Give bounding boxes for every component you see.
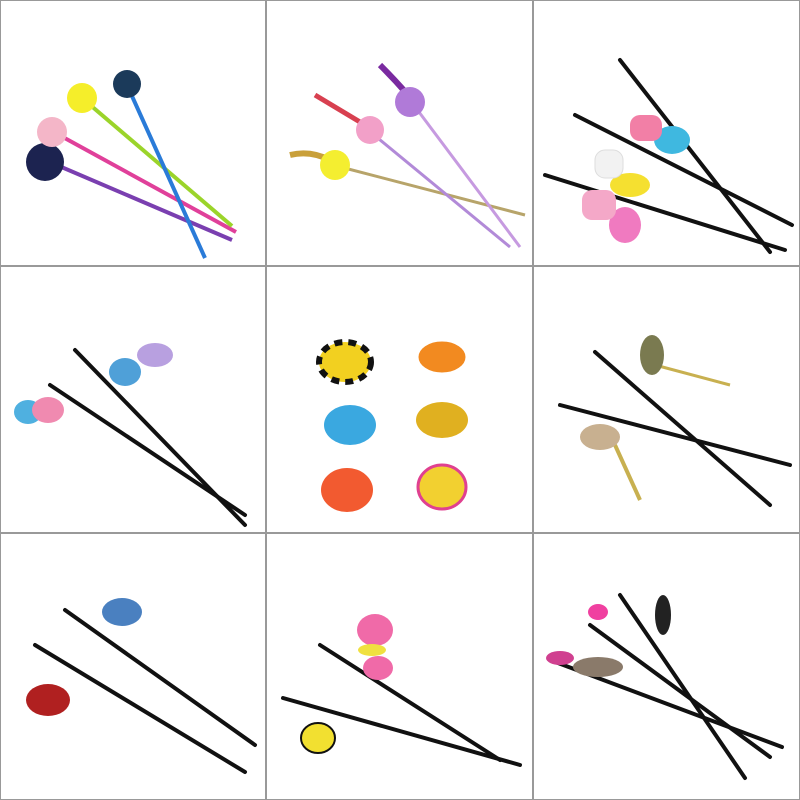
wand <box>33 643 247 774</box>
wand <box>618 58 772 254</box>
mouse <box>102 598 142 626</box>
pompom <box>356 116 384 144</box>
plush <box>630 115 662 141</box>
butterfly <box>357 614 393 646</box>
wand <box>44 158 233 242</box>
fish <box>324 405 376 445</box>
butterfly-wands <box>281 614 522 767</box>
wand <box>281 696 522 767</box>
wand <box>125 84 207 259</box>
wand <box>618 593 747 780</box>
wand <box>49 128 237 234</box>
pompom <box>113 70 141 98</box>
butterfly <box>363 656 393 680</box>
feather <box>588 604 608 620</box>
bird <box>32 397 64 423</box>
wand <box>543 173 787 252</box>
wand <box>408 99 522 248</box>
fish <box>321 468 373 512</box>
feather <box>654 126 690 154</box>
fish <box>316 339 374 385</box>
feather <box>546 651 574 665</box>
pompom <box>320 150 350 180</box>
catnip-wands <box>558 335 792 507</box>
wand <box>593 350 772 507</box>
bird-wands <box>14 343 247 527</box>
fish <box>416 463 468 511</box>
fish <box>416 402 468 438</box>
wand <box>588 623 772 759</box>
catnip-fish <box>640 335 664 375</box>
plush <box>594 149 624 179</box>
feather <box>610 173 650 197</box>
feather <box>609 207 641 243</box>
wand <box>48 383 247 517</box>
pompom-wands <box>26 70 237 259</box>
feather <box>137 343 173 367</box>
pompom <box>395 87 425 117</box>
lobster <box>26 684 70 716</box>
wand <box>332 163 526 217</box>
fur-mouse <box>573 657 623 677</box>
wand <box>573 113 794 227</box>
ribbon <box>613 444 642 501</box>
wand <box>367 128 511 249</box>
wand <box>63 608 257 747</box>
wand <box>80 96 234 228</box>
wand <box>558 403 792 467</box>
ribbon <box>654 363 731 387</box>
feather-wands <box>289 62 526 249</box>
plush <box>582 190 616 220</box>
butterfly <box>358 644 386 656</box>
wand <box>318 643 502 762</box>
furry-wands <box>546 593 784 780</box>
fish-toys <box>316 338 469 512</box>
ladybug <box>300 722 336 754</box>
catnip-fish <box>580 424 620 450</box>
fur-mouse <box>655 595 671 635</box>
fish <box>415 338 469 376</box>
pompom <box>26 143 64 181</box>
pompom <box>67 83 97 113</box>
plush-wands <box>543 58 794 254</box>
pompom <box>37 117 67 147</box>
bird <box>109 358 141 386</box>
mouse-wands <box>26 598 257 774</box>
